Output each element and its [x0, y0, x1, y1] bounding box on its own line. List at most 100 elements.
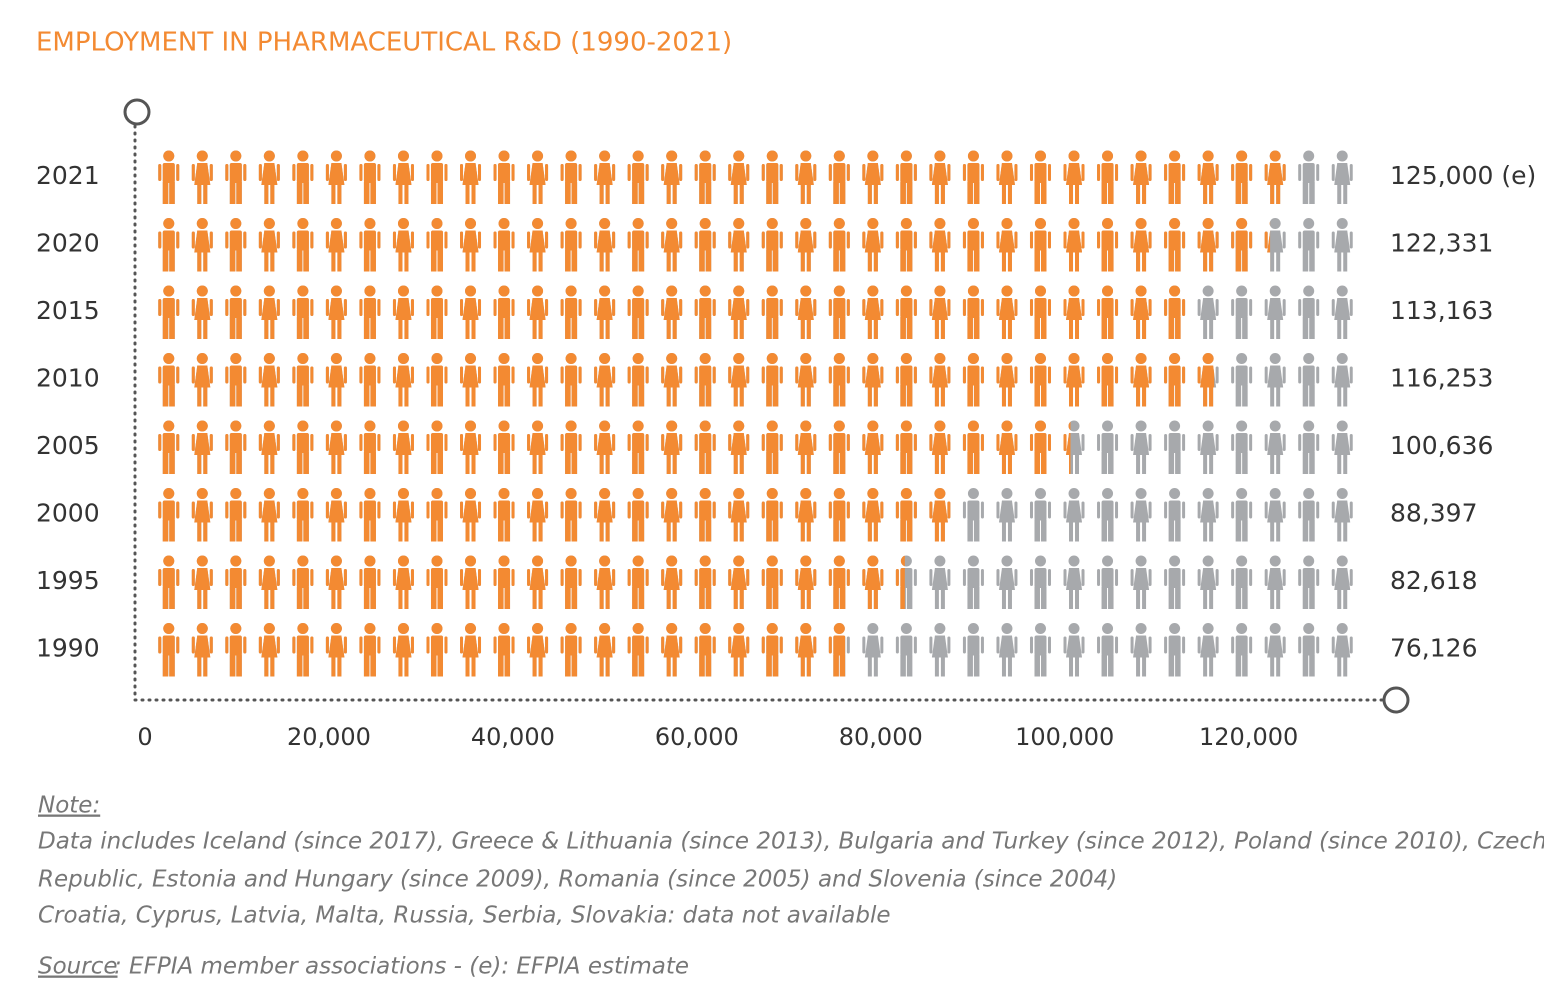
- value-label: 88,397: [1390, 499, 1477, 528]
- icon-leg: [1168, 452, 1175, 474]
- icon-body: [730, 635, 747, 658]
- icon-arm: [947, 501, 951, 519]
- icon-body: [1133, 500, 1150, 523]
- icon-head: [465, 353, 477, 364]
- icon-arm: [158, 434, 162, 451]
- icon-body: [900, 298, 913, 318]
- icon-leg: [203, 185, 208, 204]
- icon-body: [797, 298, 814, 320]
- icon-arm: [578, 231, 582, 249]
- icon-body: [833, 568, 846, 588]
- icon-leg: [940, 657, 945, 677]
- icon-body: [430, 433, 443, 453]
- icon-arm: [243, 569, 247, 586]
- icon-leg: [1040, 452, 1047, 474]
- icon-head: [397, 353, 409, 364]
- icon-arm: [1298, 501, 1302, 519]
- icon-leg: [504, 587, 511, 609]
- icon-arm: [1063, 366, 1067, 384]
- icon-leg: [229, 384, 236, 407]
- icon-body: [1200, 230, 1217, 253]
- icon-head: [431, 285, 443, 297]
- icon-leg: [967, 317, 973, 339]
- icon-leg: [538, 657, 543, 677]
- icon-head: [465, 555, 477, 567]
- icon-leg: [733, 252, 738, 272]
- icon-arm: [460, 231, 464, 249]
- icon-leg: [236, 654, 242, 677]
- icon-leg: [1203, 320, 1208, 339]
- icon-body: [296, 163, 309, 183]
- icon-arm: [712, 434, 716, 451]
- icon-leg: [203, 590, 208, 609]
- icon-head: [1202, 218, 1214, 229]
- icon-body: [663, 568, 680, 590]
- icon-leg: [430, 654, 437, 677]
- icon-arm: [1148, 299, 1152, 316]
- icon-body: [363, 433, 376, 453]
- icon-arm: [225, 299, 229, 316]
- icon-arm: [612, 434, 616, 451]
- icon-body: [462, 365, 479, 388]
- icon-arm: [627, 569, 631, 586]
- icon-leg: [1209, 590, 1214, 609]
- icon-leg: [906, 317, 913, 339]
- icon-arm: [158, 164, 162, 181]
- icon-leg: [672, 185, 677, 204]
- icon-leg: [839, 249, 846, 272]
- icon-arm: [694, 434, 698, 451]
- icon-leg: [1302, 654, 1309, 677]
- icon-head: [431, 218, 443, 229]
- icon-arm: [377, 299, 381, 316]
- icon-leg: [1175, 317, 1181, 339]
- icon-leg: [270, 320, 275, 339]
- icon-body: [632, 635, 645, 656]
- icon-arm: [661, 299, 665, 316]
- icon-leg: [504, 249, 511, 272]
- icon-leg: [270, 387, 275, 407]
- icon-leg: [1069, 590, 1074, 609]
- icon-arm: [1014, 366, 1018, 384]
- icon-leg: [632, 519, 638, 542]
- icon-arm: [258, 434, 262, 451]
- icon-body: [998, 365, 1015, 388]
- icon-leg: [1101, 249, 1108, 272]
- icon-leg: [1337, 387, 1342, 407]
- icon-arm: [746, 366, 750, 384]
- icon-arm: [761, 299, 765, 316]
- icon-head: [1202, 150, 1214, 162]
- icon-arm: [1264, 231, 1268, 249]
- icon-leg: [733, 522, 738, 542]
- icon-head: [1068, 353, 1080, 364]
- icon-head: [632, 488, 644, 499]
- icon-body: [328, 635, 345, 658]
- icon-leg: [1309, 654, 1315, 677]
- icon-arm: [176, 434, 180, 451]
- icon-head: [1102, 150, 1114, 162]
- icon-leg: [1337, 522, 1342, 542]
- icon-body: [931, 500, 948, 523]
- icon-head: [397, 285, 409, 297]
- icon-body: [296, 365, 309, 386]
- icon-leg: [437, 452, 443, 474]
- icon-head: [163, 353, 175, 364]
- icon-body: [900, 163, 913, 183]
- icon-body: [229, 298, 242, 318]
- icon-arm: [578, 434, 582, 451]
- icon-leg: [498, 384, 504, 407]
- icon-body: [967, 230, 980, 251]
- icon-body: [296, 433, 309, 453]
- icon-body: [1066, 298, 1083, 320]
- icon-head: [297, 555, 309, 567]
- icon-arm: [426, 434, 430, 451]
- icon-body: [864, 230, 881, 253]
- icon-leg: [800, 387, 805, 407]
- icon-arm: [158, 501, 162, 519]
- icon-leg: [1108, 452, 1114, 474]
- icon-body: [596, 635, 613, 658]
- icon-body: [730, 500, 747, 523]
- icon-body: [328, 163, 345, 185]
- icon-leg: [331, 387, 336, 407]
- icon-leg: [772, 249, 779, 272]
- icon-arm: [209, 501, 213, 519]
